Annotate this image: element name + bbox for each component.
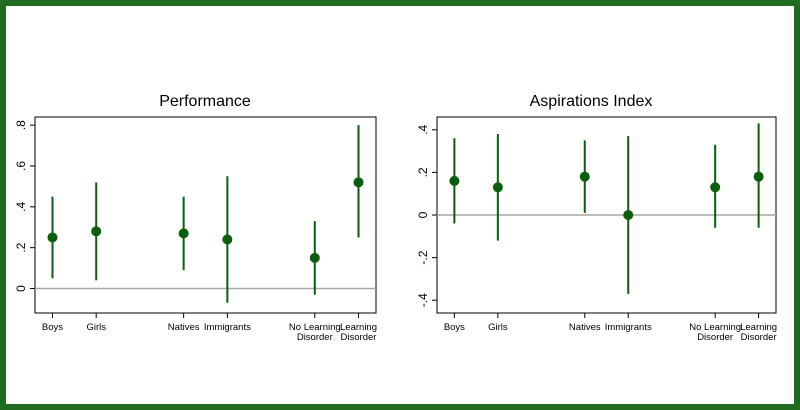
aspirations-estimate-point xyxy=(492,182,503,193)
performance-title: Performance xyxy=(159,93,251,110)
performance-estimate-point xyxy=(47,232,58,243)
aspirations-panel: Aspirations Index -.4 -.2 0 .2 .4 Boys Girls Na… xyxy=(416,93,777,343)
aspirations-category-label: Boys xyxy=(444,322,465,333)
performance-ytick-label: .2 xyxy=(14,242,28,252)
aspirations-estimate-point xyxy=(710,182,721,193)
performance-ytick-label: .8 xyxy=(14,120,28,130)
performance-category-label: Girls xyxy=(86,322,106,333)
aspirations-estimate-point xyxy=(753,171,764,182)
performance-ytick-label: 0 xyxy=(14,285,28,292)
performance-category-label: Natives xyxy=(168,322,200,333)
performance-plot-area xyxy=(34,116,377,314)
performance-estimate-point xyxy=(309,252,320,263)
aspirations-ytick-label: 0 xyxy=(416,211,430,218)
aspirations-ytick-label: .2 xyxy=(416,167,430,177)
performance-estimate-point xyxy=(222,234,233,245)
aspirations-ytick-label: .4 xyxy=(416,124,430,134)
performance-category-label: Learning Disorder xyxy=(340,322,377,343)
aspirations-estimate-point xyxy=(449,175,460,186)
performance-ytick-label: .4 xyxy=(14,202,28,212)
aspirations-estimate-point xyxy=(623,210,634,220)
performance-category-label: Boys xyxy=(42,322,63,333)
aspirations-category-label: Immigrants xyxy=(605,322,652,333)
performance-panel: Performance 0 .2 .4 .6 .8 Boys Girls Natives Imm… xyxy=(14,93,377,343)
performance-estimate-point xyxy=(178,228,189,239)
performance-category-label: No Learning Disorder xyxy=(289,322,341,343)
performance-category-label: Immigrants xyxy=(204,322,251,333)
performance-estimate-point xyxy=(91,226,102,237)
aspirations-ytick-label: -.2 xyxy=(416,250,430,264)
aspirations-category-label: Learning Disorder xyxy=(740,322,777,343)
aspirations-category-label: Natives xyxy=(569,322,601,333)
aspirations-ytick-label: -.4 xyxy=(416,293,430,307)
aspirations-category-label: Girls xyxy=(488,322,508,333)
aspirations-category-label: No Learning Disorder xyxy=(689,322,741,343)
performance-ytick-label: .6 xyxy=(14,161,28,171)
aspirations-title: Aspirations Index xyxy=(530,93,653,110)
aspirations-estimate-point xyxy=(579,171,590,182)
performance-estimate-point xyxy=(353,177,364,188)
